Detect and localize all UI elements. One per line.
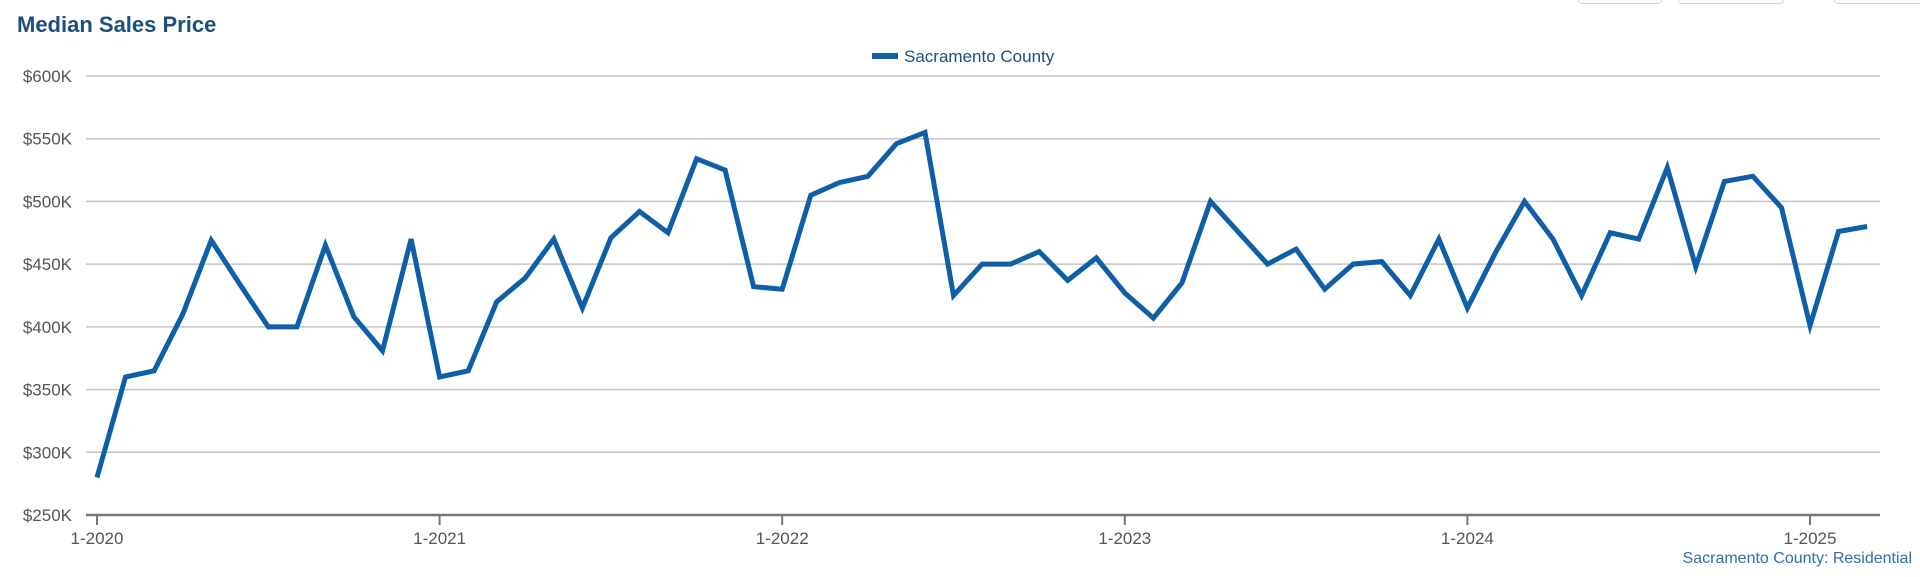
data-point[interactable] (948, 290, 960, 302)
data-point[interactable] (519, 272, 531, 284)
data-point[interactable] (1519, 195, 1531, 207)
data-point[interactable] (691, 153, 703, 165)
data-point[interactable] (1718, 175, 1730, 187)
data-point[interactable] (177, 308, 189, 320)
data-point[interactable] (205, 234, 217, 246)
legend-label: Sacramento County (904, 47, 1055, 66)
data-point[interactable] (548, 233, 560, 245)
data-point[interactable] (262, 321, 274, 333)
chart-title: Median Sales Price (17, 12, 217, 37)
x-tick-label: 1-2022 (756, 529, 809, 548)
x-tick-label: 1-2023 (1098, 529, 1151, 548)
data-point[interactable] (348, 311, 360, 323)
data-point[interactable] (976, 258, 988, 270)
data-point[interactable] (148, 365, 160, 377)
data-point[interactable] (377, 345, 389, 357)
data-point[interactable] (1604, 227, 1616, 239)
data-point[interactable] (1490, 246, 1502, 258)
series-layer (91, 126, 1873, 483)
data-point[interactable] (91, 471, 103, 483)
y-tick-label: $550K (23, 130, 73, 149)
data-point[interactable] (576, 302, 588, 314)
data-point[interactable] (319, 239, 331, 251)
y-tick-label: $450K (23, 255, 73, 274)
data-point[interactable] (719, 164, 731, 176)
data-point[interactable] (120, 371, 132, 383)
data-point[interactable] (1833, 226, 1845, 238)
y-tick-label: $500K (23, 192, 73, 211)
data-point[interactable] (491, 296, 503, 308)
data-point[interactable] (748, 281, 760, 293)
data-point[interactable] (1005, 258, 1017, 270)
data-point[interactable] (1461, 302, 1473, 314)
data-point[interactable] (1804, 320, 1816, 332)
legend-swatch (872, 53, 898, 59)
series-line[interactable] (94, 128, 1868, 479)
data-point[interactable] (1690, 261, 1702, 273)
data-point[interactable] (1347, 258, 1359, 270)
data-point[interactable] (633, 205, 645, 217)
y-tick-label: $300K (23, 443, 73, 462)
data-point[interactable] (1033, 246, 1045, 258)
chart-caption: Sacramento County: Residential (1682, 550, 1912, 567)
data-point[interactable] (862, 170, 874, 182)
x-tick-label: 1-2020 (71, 529, 124, 548)
data-point[interactable] (1633, 233, 1645, 245)
data-point[interactable] (405, 233, 417, 245)
data-point[interactable] (1547, 233, 1559, 245)
data-point[interactable] (1262, 258, 1274, 270)
x-tick-label: 1-2025 (1784, 529, 1837, 548)
data-point[interactable] (662, 227, 674, 239)
data-point[interactable] (1319, 283, 1331, 295)
data-point[interactable] (776, 283, 788, 295)
data-point[interactable] (833, 177, 845, 189)
data-point[interactable] (234, 278, 246, 290)
data-point[interactable] (919, 126, 931, 138)
axes: $250K $300K $350K $400K $450K $500K $550K $600K… (23, 67, 1880, 548)
y-tick-label: $350K (23, 381, 73, 400)
data-point[interactable] (1661, 162, 1673, 174)
data-point[interactable] (1204, 195, 1216, 207)
toolbar-button[interactable] (1834, 0, 1920, 4)
data-point[interactable] (1119, 287, 1131, 299)
data-point[interactable] (1861, 221, 1873, 233)
data-point[interactable] (1062, 274, 1074, 286)
data-point[interactable] (462, 365, 474, 377)
data-point[interactable] (1404, 290, 1416, 302)
data-point[interactable] (1433, 233, 1445, 245)
data-point[interactable] (1775, 202, 1787, 214)
y-tick-label: $600K (23, 67, 73, 86)
data-point[interactable] (1233, 227, 1245, 239)
data-point[interactable] (1090, 252, 1102, 264)
data-point[interactable] (890, 138, 902, 150)
y-tick-label: $400K (23, 318, 73, 337)
y-tick-label: $250K (23, 506, 73, 525)
x-tick-label: 1-2024 (1441, 529, 1494, 548)
data-point[interactable] (1290, 243, 1302, 255)
data-point[interactable] (805, 189, 817, 201)
data-point[interactable] (1576, 290, 1588, 302)
data-point[interactable] (1747, 170, 1759, 182)
data-point[interactable] (434, 371, 446, 383)
data-point[interactable] (1176, 277, 1188, 289)
data-point[interactable] (291, 321, 303, 333)
data-point[interactable] (605, 232, 617, 244)
data-point[interactable] (1376, 256, 1388, 268)
data-point[interactable] (1147, 312, 1159, 324)
legend[interactable]: Sacramento County (872, 47, 1055, 66)
x-tick-label: 1-2021 (413, 529, 466, 548)
